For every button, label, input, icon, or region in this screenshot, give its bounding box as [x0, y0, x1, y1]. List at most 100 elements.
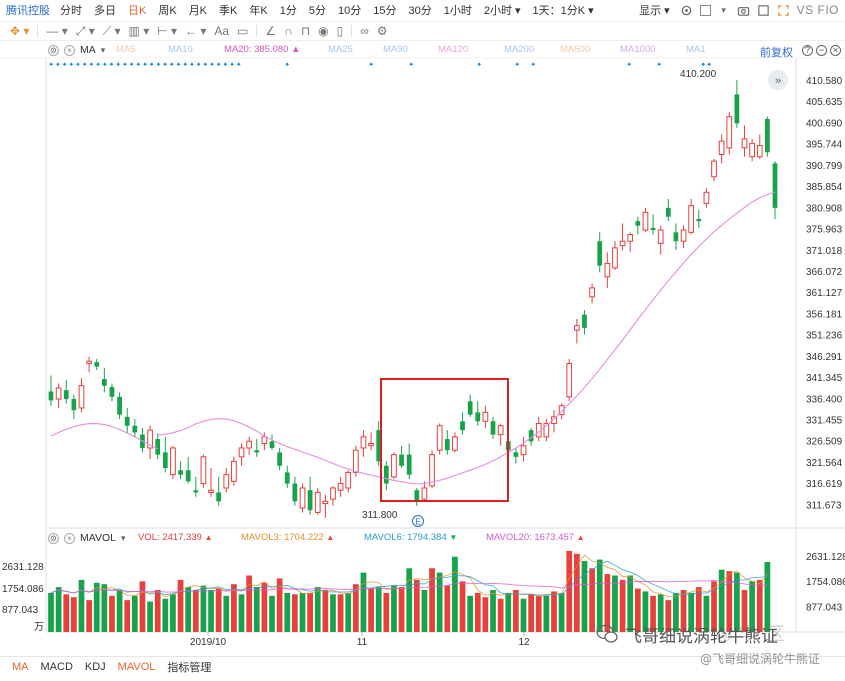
ma-legend-item[interactable]: MA200: [504, 44, 535, 55]
period-tab[interactable]: 多日: [94, 5, 116, 17]
candle-body: [162, 452, 168, 468]
minimize-icon[interactable]: −: [816, 45, 827, 56]
ma-dot: [116, 62, 120, 67]
move-icon[interactable]: ✥ ▾: [10, 24, 30, 38]
ma20-line: [157, 191, 776, 485]
arrow-tool-icon[interactable]: ← ▾: [185, 24, 207, 38]
compare-checkbox[interactable]: [699, 4, 711, 16]
info-icon[interactable]: ?: [802, 45, 813, 56]
indicator-tab[interactable]: MA: [12, 660, 29, 673]
volume-bar: [688, 592, 695, 632]
period-tab[interactable]: 10分: [337, 5, 362, 17]
period-tab[interactable]: 30分: [408, 5, 432, 17]
ma-legend-item[interactable]: MA120: [438, 44, 469, 55]
indicator-tab[interactable]: MAVOL: [117, 660, 156, 673]
period-tab[interactable]: 月K: [188, 5, 208, 17]
chevron-down-icon[interactable]: ▾: [120, 532, 126, 543]
period-tab[interactable]: 1小时: [443, 5, 472, 17]
indicator-settings-icon[interactable]: ⚙: [48, 44, 59, 56]
period-tab[interactable]: 15分: [373, 5, 397, 17]
price-tick-label: 336.400: [806, 394, 843, 405]
volume-bar: [764, 561, 771, 632]
vs-fio-label[interactable]: VS FIO: [796, 3, 839, 17]
volume-bar: [261, 582, 268, 632]
candle-body: [246, 440, 253, 449]
volume-indicator-name[interactable]: MAVOL: [80, 532, 116, 544]
indicator-tab[interactable]: MACD: [40, 660, 73, 673]
link-icon[interactable]: ∞: [360, 24, 369, 38]
ma-legend-item[interactable]: MA25: [328, 44, 353, 55]
faint-watermark: ◎ 华 区: [716, 624, 785, 645]
close-icon[interactable]: ×: [830, 45, 841, 56]
volume-bar: [581, 561, 588, 632]
trash-icon[interactable]: ▯: [336, 24, 344, 38]
candle-body: [436, 425, 443, 451]
ma-dot: [103, 62, 107, 67]
angle-icon[interactable]: ∠: [265, 24, 277, 38]
mavol6-line: [50, 560, 768, 596]
vol-legend: VOL: 2417.339 ▲: [138, 532, 213, 543]
measure-tool-icon[interactable]: ⊢ ▾: [157, 24, 178, 38]
candle-body: [573, 325, 580, 331]
ma-legend-item[interactable]: MA90: [383, 44, 408, 55]
volume-bar: [650, 595, 656, 632]
price-tick-label: 316.619: [806, 479, 843, 490]
camera-icon[interactable]: [737, 3, 751, 17]
channel-tool-icon[interactable]: ▥ ▾: [128, 24, 150, 38]
ma-legend-item[interactable]: MA10: [168, 44, 193, 55]
period-tab[interactable]: 1分: [279, 5, 297, 17]
eye-icon[interactable]: ◉: [318, 24, 329, 38]
period-tab[interactable]: 年K: [249, 5, 268, 17]
lock-icon[interactable]: ⊓: [300, 24, 311, 38]
ma-legend-item[interactable]: MA1000: [620, 44, 656, 55]
candle-body: [460, 421, 465, 431]
indicator-tab[interactable]: KDJ: [84, 660, 106, 673]
text-tool-icon[interactable]: Aa: [214, 24, 230, 38]
indicator-name[interactable]: MA: [80, 44, 96, 56]
indicator-tab[interactable]: 指标管理: [167, 661, 212, 674]
period-tab[interactable]: 1天：1分K ▾: [532, 5, 594, 17]
volume-bar: [276, 578, 283, 632]
chevron-down-icon[interactable]: ▾: [100, 44, 106, 55]
wave-tool-icon[interactable]: ⟋ ▾: [102, 23, 121, 38]
period-tab[interactable]: 季K: [219, 5, 238, 17]
divider: [256, 25, 258, 37]
window-icon[interactable]: [757, 3, 771, 17]
ma-legend-item[interactable]: MA500: [560, 44, 591, 55]
candlestick-chart[interactable]: 410.580 405.635 400.690 395.744 390.799 385.8…: [0, 0, 845, 656]
volume-bar: [528, 594, 534, 632]
candle-body: [132, 425, 138, 433]
magnet-icon[interactable]: ∩: [284, 24, 293, 38]
watermark-sub: @飞哥细说涡轮牛熊证: [700, 652, 821, 666]
comment-icon[interactable]: ▭: [237, 24, 249, 38]
period-tab[interactable]: 日K: [128, 5, 147, 17]
period-tab[interactable]: 分时: [60, 5, 82, 17]
line-tool-icon[interactable]: — ▾: [46, 24, 68, 38]
candle-body: [558, 405, 565, 416]
fullscreen-icon[interactable]: [777, 3, 791, 17]
ma-dot: [707, 62, 711, 67]
ray-tool-icon[interactable]: ⤢ ▾: [75, 23, 95, 38]
period-tab[interactable]: 周K: [158, 5, 177, 17]
candle-body: [254, 450, 260, 453]
candle-body: [597, 241, 603, 266]
gear-icon[interactable]: ⚙: [376, 24, 388, 38]
price-tick-label: 371.018: [806, 246, 843, 257]
indicator-close-icon[interactable]: ×: [64, 44, 75, 56]
ma-legend-item[interactable]: MA1: [686, 44, 706, 55]
stock-name[interactable]: 腾讯控股: [6, 5, 50, 17]
ma-legend-item[interactable]: MA20: 385.080 ▲: [224, 44, 301, 55]
volume-close-icon[interactable]: ×: [64, 532, 75, 544]
volume-bar: [63, 594, 70, 632]
period-tab[interactable]: 2小时 ▾: [483, 5, 521, 17]
chevron-down-icon[interactable]: ▾: [721, 4, 726, 15]
display-menu[interactable]: 显示 ▾: [639, 5, 670, 17]
period-tab[interactable]: 5分: [308, 5, 326, 17]
adjust-restore-button[interactable]: 前复权: [760, 47, 793, 59]
drawing-toolbar: ✥ ▾ — ▾ ⤢ ▾ ⟋ ▾ ▥ ▾ ⊢ ▾ ← ▾ Aa ▭ ∠ ∩ ⊓ ◉…: [0, 21, 845, 41]
price-tick-label: 311.673: [806, 500, 842, 511]
settings-icon[interactable]: [680, 3, 694, 17]
volume-settings-icon[interactable]: ⚙: [48, 532, 59, 544]
candle-body: [86, 360, 92, 364]
ma-legend-item[interactable]: MA5: [116, 44, 136, 55]
